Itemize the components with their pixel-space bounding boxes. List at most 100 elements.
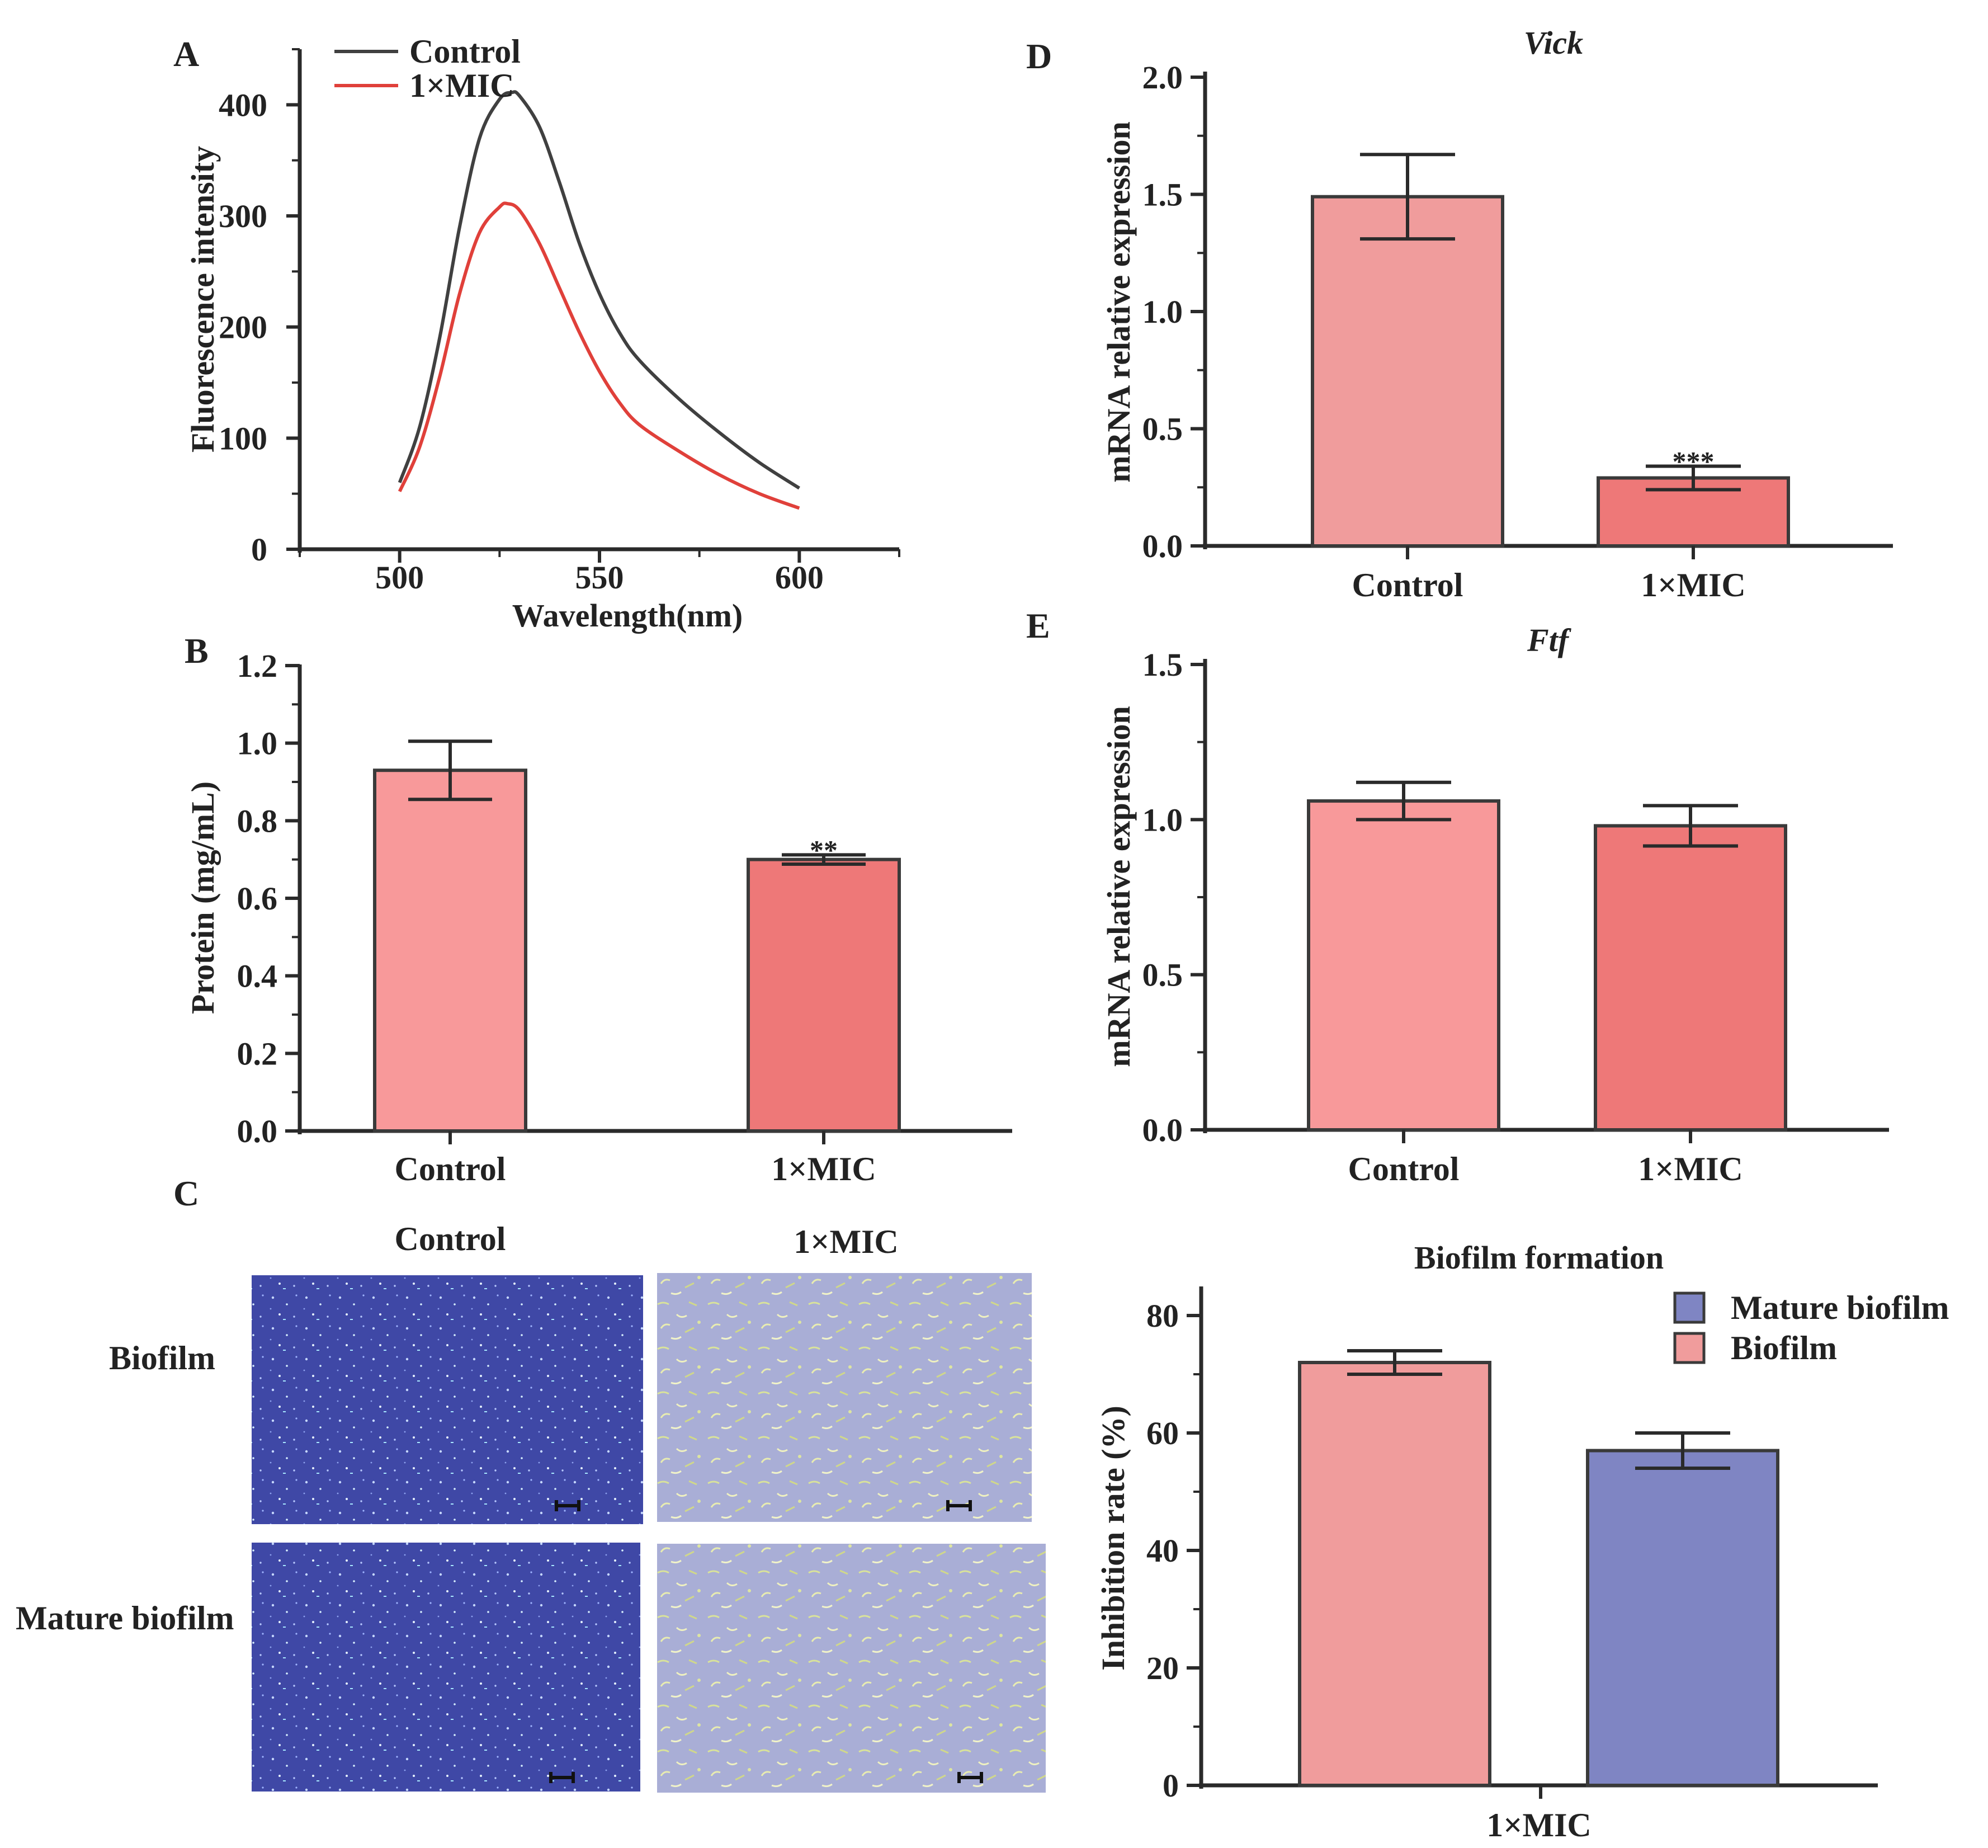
- y-tick-label: 0.4: [237, 958, 278, 994]
- legend-label-control: Control: [409, 33, 521, 70]
- y-tick-label: 300: [219, 198, 267, 234]
- x-category-label-control: Control: [1352, 567, 1463, 604]
- x-category-label-1xmic: 1×MIC: [771, 1151, 876, 1187]
- panel-letter-b: B: [185, 631, 209, 671]
- panel-b-bar-chart: B 0.0 0.2 0.4 0.6 0.8 1.0 1.2 Control ** 1×MIC P…: [185, 631, 1012, 1187]
- y-tick-label: 200: [219, 309, 267, 346]
- y-tick-label: 0: [251, 531, 267, 568]
- y-ticks: 0 20 40 60 80: [1146, 1298, 1201, 1804]
- y-tick-label: 0.0: [237, 1113, 278, 1149]
- column-header-mic: 1×MIC: [794, 1223, 899, 1260]
- y-tick-label: 2.0: [1142, 59, 1183, 96]
- x-axis-category-label: 1×MIC: [1486, 1807, 1592, 1844]
- y-tick-label: 0.0: [1142, 1112, 1183, 1148]
- panel-d-bar-chart: D Vick 0.0 0.5 1.0 1.5 2.0 Control *** 1×MIC m…: [1026, 25, 1893, 604]
- y-tick-label: 0.8: [237, 803, 278, 839]
- legend-label-mic: 1×MIC: [409, 67, 514, 104]
- micrograph-mic-mature-biofilm: [657, 1544, 1046, 1793]
- legend-label-biofilm: Biofilm: [1731, 1330, 1837, 1366]
- scale-bar: [946, 1500, 972, 1511]
- x-category-label-control: Control: [395, 1151, 506, 1187]
- x-axis-title: Wavelength(nm): [512, 597, 743, 634]
- legend: Mature biofilm Biofilm: [1673, 1289, 1949, 1366]
- y-axis-title: Inhibition rate (%): [1095, 1406, 1131, 1671]
- legend: Control 1×MIC: [334, 33, 521, 104]
- scale-bar: [549, 1772, 575, 1783]
- y-tick-label: 1.5: [1142, 177, 1183, 213]
- scale-bar: [957, 1772, 983, 1783]
- y-ticks: 0.0 0.5 1.0 1.5 2.0: [1142, 59, 1205, 564]
- panel-a-line-chart: A 0 100 200 300 400 500 550 600 Fluorescence i…: [173, 33, 900, 634]
- bars: Control 1×MIC: [1307, 780, 1787, 1187]
- panel-e-bar-chart: E Ftf 0.0 0.5 1.0 1.5 Control 1×MIC mRNA rel…: [1026, 606, 1889, 1187]
- y-tick-label: 0: [1163, 1767, 1179, 1804]
- bars: [1298, 1349, 1779, 1787]
- legend-label-mature-biofilm: Mature biofilm: [1731, 1289, 1949, 1326]
- significance-marker: **: [810, 834, 838, 865]
- micrograph-control-biofilm: [252, 1275, 643, 1524]
- bar-control: [373, 769, 527, 1133]
- y-tick-label: 1.2: [237, 648, 278, 684]
- y-tick-label: 400: [219, 87, 267, 123]
- x-tick-label: 600: [775, 559, 824, 596]
- y-tick-label: 0.5: [1142, 411, 1183, 447]
- y-ticks: 0.0 0.5 1.0 1.5: [1142, 647, 1205, 1148]
- bars: Control ** 1×MIC: [373, 739, 901, 1187]
- bar-mature-biofilm: [1586, 1449, 1779, 1787]
- micrograph-mic-biofilm: [657, 1273, 1032, 1522]
- row-label-mature-biofilm: Mature biofilm: [16, 1600, 234, 1637]
- panel-letter-c: C: [173, 1173, 199, 1213]
- row-label-biofilm: Biofilm: [109, 1340, 215, 1376]
- panel-letter-a: A: [173, 34, 199, 74]
- panel-letter-d: D: [1026, 36, 1052, 76]
- y-axis-title: mRNA relative expression: [1101, 121, 1137, 482]
- y-tick-label: 60: [1146, 1415, 1179, 1451]
- legend-swatch-mature-biofilm: [1673, 1291, 1706, 1324]
- x-tick-label: 550: [575, 559, 624, 596]
- y-ticks: 0.0 0.2 0.4 0.6 0.8 1.0 1.2: [237, 648, 300, 1149]
- column-header-control: Control: [395, 1220, 506, 1257]
- y-tick-label: 0.5: [1142, 957, 1183, 993]
- y-tick-label: 0.2: [237, 1035, 278, 1072]
- bar-1xmic: [747, 857, 901, 1133]
- y-tick-label: 1.0: [237, 725, 278, 762]
- panel-letter-e: E: [1026, 606, 1050, 645]
- chart-title-vick: Vick: [1524, 25, 1583, 61]
- y-axis-title: Fluorescence intensity: [185, 146, 221, 452]
- y-tick-label: 80: [1146, 1298, 1179, 1334]
- panel-f-biofilm-bar-chart: Biofilm formation 0 20 40 60 80 1×MIC Inhibi…: [1095, 1239, 1949, 1844]
- panel-c-micrographs: C Control 1×MIC Biofilm Mature biofilm: [16, 1173, 1046, 1793]
- y-ticks: 0 100 200 300 400: [219, 48, 300, 568]
- y-tick-label: 100: [219, 420, 267, 456]
- bar-1xmic: [1594, 824, 1787, 1132]
- chart-title-biofilm-formation: Biofilm formation: [1414, 1239, 1664, 1276]
- bars: Control *** 1×MIC: [1311, 153, 1790, 604]
- chart-title-ftf: Ftf: [1527, 622, 1572, 658]
- micrograph-control-mature-biofilm: [252, 1543, 640, 1792]
- legend-swatch-biofilm: [1673, 1332, 1706, 1364]
- y-tick-label: 1.0: [1142, 294, 1183, 330]
- y-axis-title: Protein (mg/mL): [185, 781, 221, 1014]
- x-ticks: 500 550 600: [299, 549, 900, 596]
- y-tick-label: 1.0: [1142, 802, 1183, 838]
- x-tick-label: 500: [375, 559, 424, 596]
- series-lines: [398, 90, 800, 510]
- bar-control: [1311, 195, 1504, 548]
- y-tick-label: 1.5: [1142, 647, 1183, 683]
- series-line-mic: [398, 201, 800, 510]
- y-tick-label: 0.6: [237, 880, 278, 917]
- bar-biofilm: [1298, 1361, 1491, 1787]
- y-tick-label: 0.0: [1142, 528, 1183, 564]
- y-axis-title: mRNA relative expression: [1101, 706, 1137, 1067]
- y-tick-label: 20: [1146, 1650, 1179, 1686]
- scale-bar: [555, 1500, 580, 1511]
- x-category-label-1xmic: 1×MIC: [1638, 1151, 1743, 1187]
- bar-control: [1307, 799, 1500, 1132]
- y-tick-label: 40: [1146, 1533, 1179, 1569]
- significance-marker: ***: [1673, 446, 1715, 477]
- series-line-control: [398, 90, 800, 490]
- scale-bars: [549, 1500, 983, 1783]
- x-category-label-1xmic: 1×MIC: [1641, 567, 1746, 604]
- x-category-label-control: Control: [1348, 1151, 1460, 1187]
